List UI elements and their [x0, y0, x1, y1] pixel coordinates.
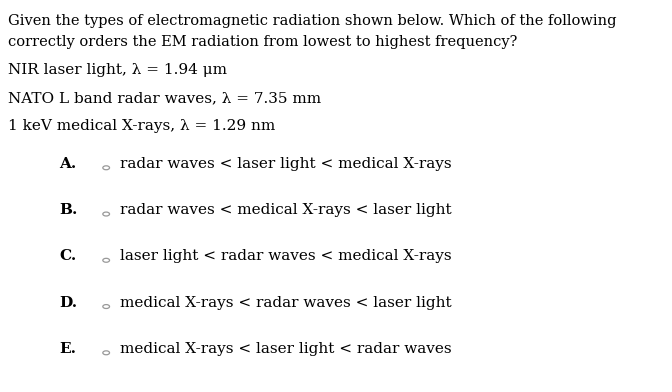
Text: correctly orders the EM radiation from lowest to highest frequency?: correctly orders the EM radiation from l…: [8, 35, 517, 49]
Text: C.: C.: [59, 249, 77, 263]
Text: medical X-rays < radar waves < laser light: medical X-rays < radar waves < laser lig…: [120, 296, 451, 310]
Text: radar waves < laser light < medical X-rays: radar waves < laser light < medical X-ra…: [120, 157, 451, 171]
Text: D.: D.: [59, 296, 77, 310]
Text: NATO L band radar waves, λ = 7.35 mm: NATO L band radar waves, λ = 7.35 mm: [8, 91, 321, 105]
Text: laser light < radar waves < medical X-rays: laser light < radar waves < medical X-ra…: [120, 249, 451, 263]
Text: NIR laser light, λ = 1.94 μm: NIR laser light, λ = 1.94 μm: [8, 63, 227, 77]
Text: E.: E.: [59, 342, 76, 356]
Text: A.: A.: [59, 157, 77, 171]
Text: medical X-rays < laser light < radar waves: medical X-rays < laser light < radar wav…: [120, 342, 451, 356]
Text: Given the types of electromagnetic radiation shown below. Which of the following: Given the types of electromagnetic radia…: [8, 14, 617, 28]
Text: B.: B.: [59, 203, 77, 217]
Text: 1 keV medical X-rays, λ = 1.29 nm: 1 keV medical X-rays, λ = 1.29 nm: [8, 119, 276, 133]
Text: radar waves < medical X-rays < laser light: radar waves < medical X-rays < laser lig…: [120, 203, 451, 217]
